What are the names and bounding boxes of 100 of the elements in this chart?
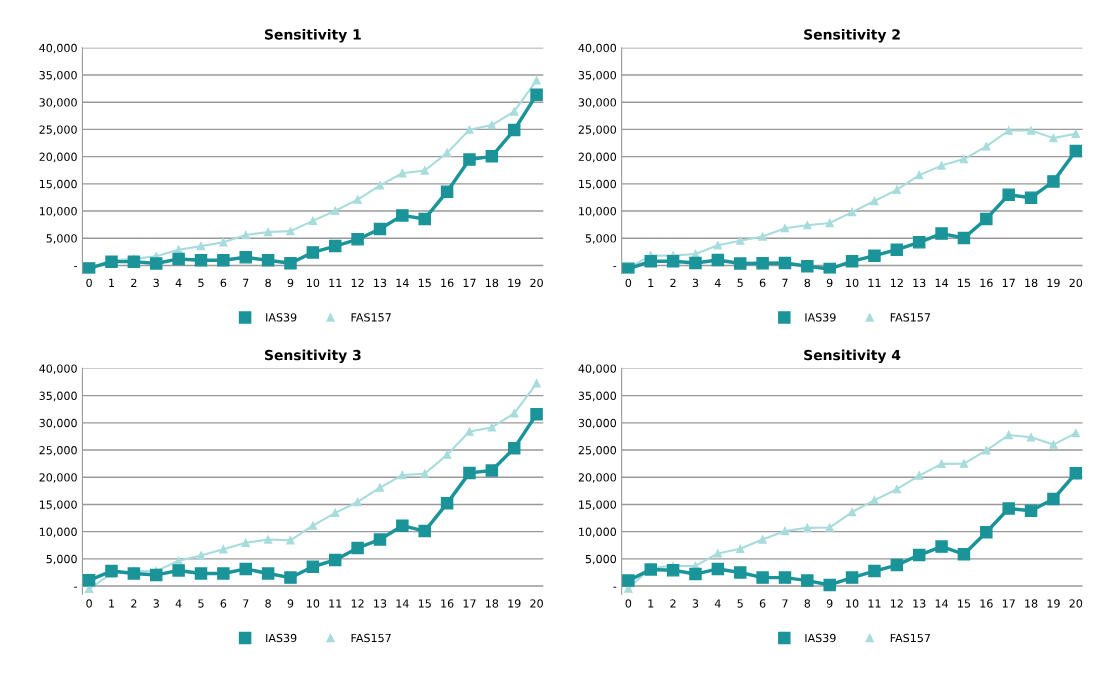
x-tick-label: 13 bbox=[374, 278, 387, 288]
x-tick-label: 20 bbox=[1069, 599, 1083, 608]
x-tick-label: 3 bbox=[153, 278, 159, 288]
x-tick-label: 4 bbox=[714, 599, 721, 608]
x-tick-label: 12 bbox=[351, 599, 364, 608]
x-tick-label: 0 bbox=[625, 278, 632, 288]
x-tick-label: 14 bbox=[935, 599, 949, 608]
x-tick-label: 10 bbox=[307, 278, 320, 288]
y-tick-label: 30,000 bbox=[39, 418, 77, 429]
y-tick-label: 5,000 bbox=[46, 234, 77, 244]
x-tick-label: 19 bbox=[1047, 278, 1060, 288]
x-tick-label: 1 bbox=[648, 599, 654, 608]
x-tick-label: 3 bbox=[153, 599, 159, 608]
y-tick-label: 25,000 bbox=[39, 446, 77, 456]
y-tick-label: - bbox=[613, 266, 617, 268]
x-tick-label: 16 bbox=[980, 599, 993, 608]
x-tick-label: 3 bbox=[692, 599, 699, 608]
y-tick-label: 20,000 bbox=[578, 473, 617, 483]
x-tick-label: 11 bbox=[329, 599, 342, 608]
y-tick-label: 40,000 bbox=[39, 364, 77, 374]
legend-label: FAS157 bbox=[351, 633, 391, 643]
x-tick-label: 17 bbox=[1002, 599, 1015, 608]
x-tick-label: 6 bbox=[220, 278, 227, 288]
x-tick-label: 8 bbox=[265, 599, 271, 608]
x-tick-label: 14 bbox=[396, 278, 409, 287]
x-tick-label: 16 bbox=[441, 599, 454, 608]
x-tick-label: 4 bbox=[175, 278, 182, 287]
x-tick-label: 20 bbox=[530, 278, 543, 288]
legend-label: IAS39 bbox=[266, 633, 297, 643]
y-tick-label: - bbox=[74, 586, 78, 588]
x-tick-label: 19 bbox=[508, 599, 521, 608]
x-tick-label: 3 bbox=[692, 278, 699, 288]
legend-label: FAS157 bbox=[351, 313, 391, 322]
y-tick-label: 30,000 bbox=[39, 98, 77, 108]
y-tick-label: 40,000 bbox=[39, 43, 77, 54]
x-tick-label: 5 bbox=[198, 599, 204, 608]
y-tick-label: 5,000 bbox=[46, 554, 77, 565]
legend-label: FAS157 bbox=[890, 313, 931, 322]
x-tick-label: 12 bbox=[351, 278, 364, 287]
y-tick-label: 25,000 bbox=[578, 125, 617, 135]
y-tick-label: 30,000 bbox=[578, 98, 617, 108]
x-tick-label: 15 bbox=[958, 599, 971, 608]
x-tick-label: 8 bbox=[804, 599, 811, 608]
x-tick-label: 13 bbox=[913, 599, 926, 608]
x-tick-label: 18 bbox=[1025, 599, 1038, 608]
x-tick-label: 2 bbox=[131, 599, 137, 608]
x-tick-label: 6 bbox=[759, 278, 766, 288]
y-tick-label: 5,000 bbox=[585, 234, 617, 244]
y-tick-label: 35,000 bbox=[578, 391, 617, 402]
y-tick-label: 35,000 bbox=[39, 391, 77, 402]
y-tick-label: 10,000 bbox=[39, 527, 77, 538]
x-tick-label: 20 bbox=[530, 599, 543, 608]
x-tick-label: 8 bbox=[265, 278, 271, 288]
x-tick-label: 13 bbox=[913, 278, 926, 288]
x-tick-label: 18 bbox=[485, 278, 499, 288]
x-tick-label: 4 bbox=[175, 599, 182, 608]
x-tick-label: 20 bbox=[1069, 278, 1083, 288]
x-tick-label: 14 bbox=[935, 278, 949, 287]
legend-label: IAS39 bbox=[805, 313, 836, 322]
x-tick-label: 7 bbox=[782, 278, 788, 287]
x-tick-label: 18 bbox=[1025, 278, 1038, 288]
x-tick-label: 15 bbox=[958, 278, 971, 288]
x-tick-label: 17 bbox=[463, 278, 476, 287]
x-tick-label: 7 bbox=[243, 278, 249, 287]
x-tick-label: 1 bbox=[109, 599, 115, 608]
x-tick-label: 11 bbox=[868, 278, 881, 287]
x-tick-label: 17 bbox=[463, 599, 476, 608]
x-tick-label: 16 bbox=[980, 278, 993, 288]
x-tick-label: 0 bbox=[86, 278, 92, 288]
x-tick-label: 7 bbox=[243, 599, 249, 608]
x-tick-label: 9 bbox=[287, 599, 294, 608]
y-tick-label: 20,000 bbox=[39, 473, 77, 483]
x-tick-label: 7 bbox=[782, 599, 788, 608]
x-tick-label: 19 bbox=[508, 278, 521, 288]
x-tick-label: 5 bbox=[737, 278, 743, 288]
x-tick-label: 10 bbox=[846, 278, 859, 288]
legend-label: FAS157 bbox=[890, 633, 931, 643]
x-tick-label: 1 bbox=[109, 278, 115, 287]
chart-title: Sensitivity 1 bbox=[264, 28, 361, 43]
y-tick-label: 10,000 bbox=[579, 527, 617, 538]
legend-label: IAS39 bbox=[266, 313, 297, 322]
y-tick-label: - bbox=[613, 586, 617, 588]
y-tick-label: - bbox=[74, 266, 78, 268]
y-tick-label: 30,000 bbox=[578, 418, 617, 429]
x-tick-label: 15 bbox=[418, 599, 431, 608]
x-tick-label: 5 bbox=[198, 278, 204, 288]
x-tick-label: 18 bbox=[485, 599, 499, 608]
x-tick-label: 4 bbox=[714, 278, 721, 287]
x-tick-label: 8 bbox=[804, 278, 811, 288]
x-tick-label: 6 bbox=[759, 599, 766, 608]
x-tick-label: 5 bbox=[737, 599, 743, 608]
x-tick-label: 9 bbox=[287, 278, 294, 288]
y-tick-label: 5,000 bbox=[585, 554, 617, 565]
y-tick-label: 15,000 bbox=[39, 179, 77, 190]
x-tick-label: 9 bbox=[826, 278, 833, 288]
chart-title: Sensitivity 3 bbox=[264, 349, 361, 364]
x-tick-label: 11 bbox=[868, 599, 881, 608]
x-tick-label: 19 bbox=[1047, 599, 1060, 608]
x-tick-label: 2 bbox=[670, 599, 676, 608]
y-tick-label: 25,000 bbox=[39, 125, 77, 135]
